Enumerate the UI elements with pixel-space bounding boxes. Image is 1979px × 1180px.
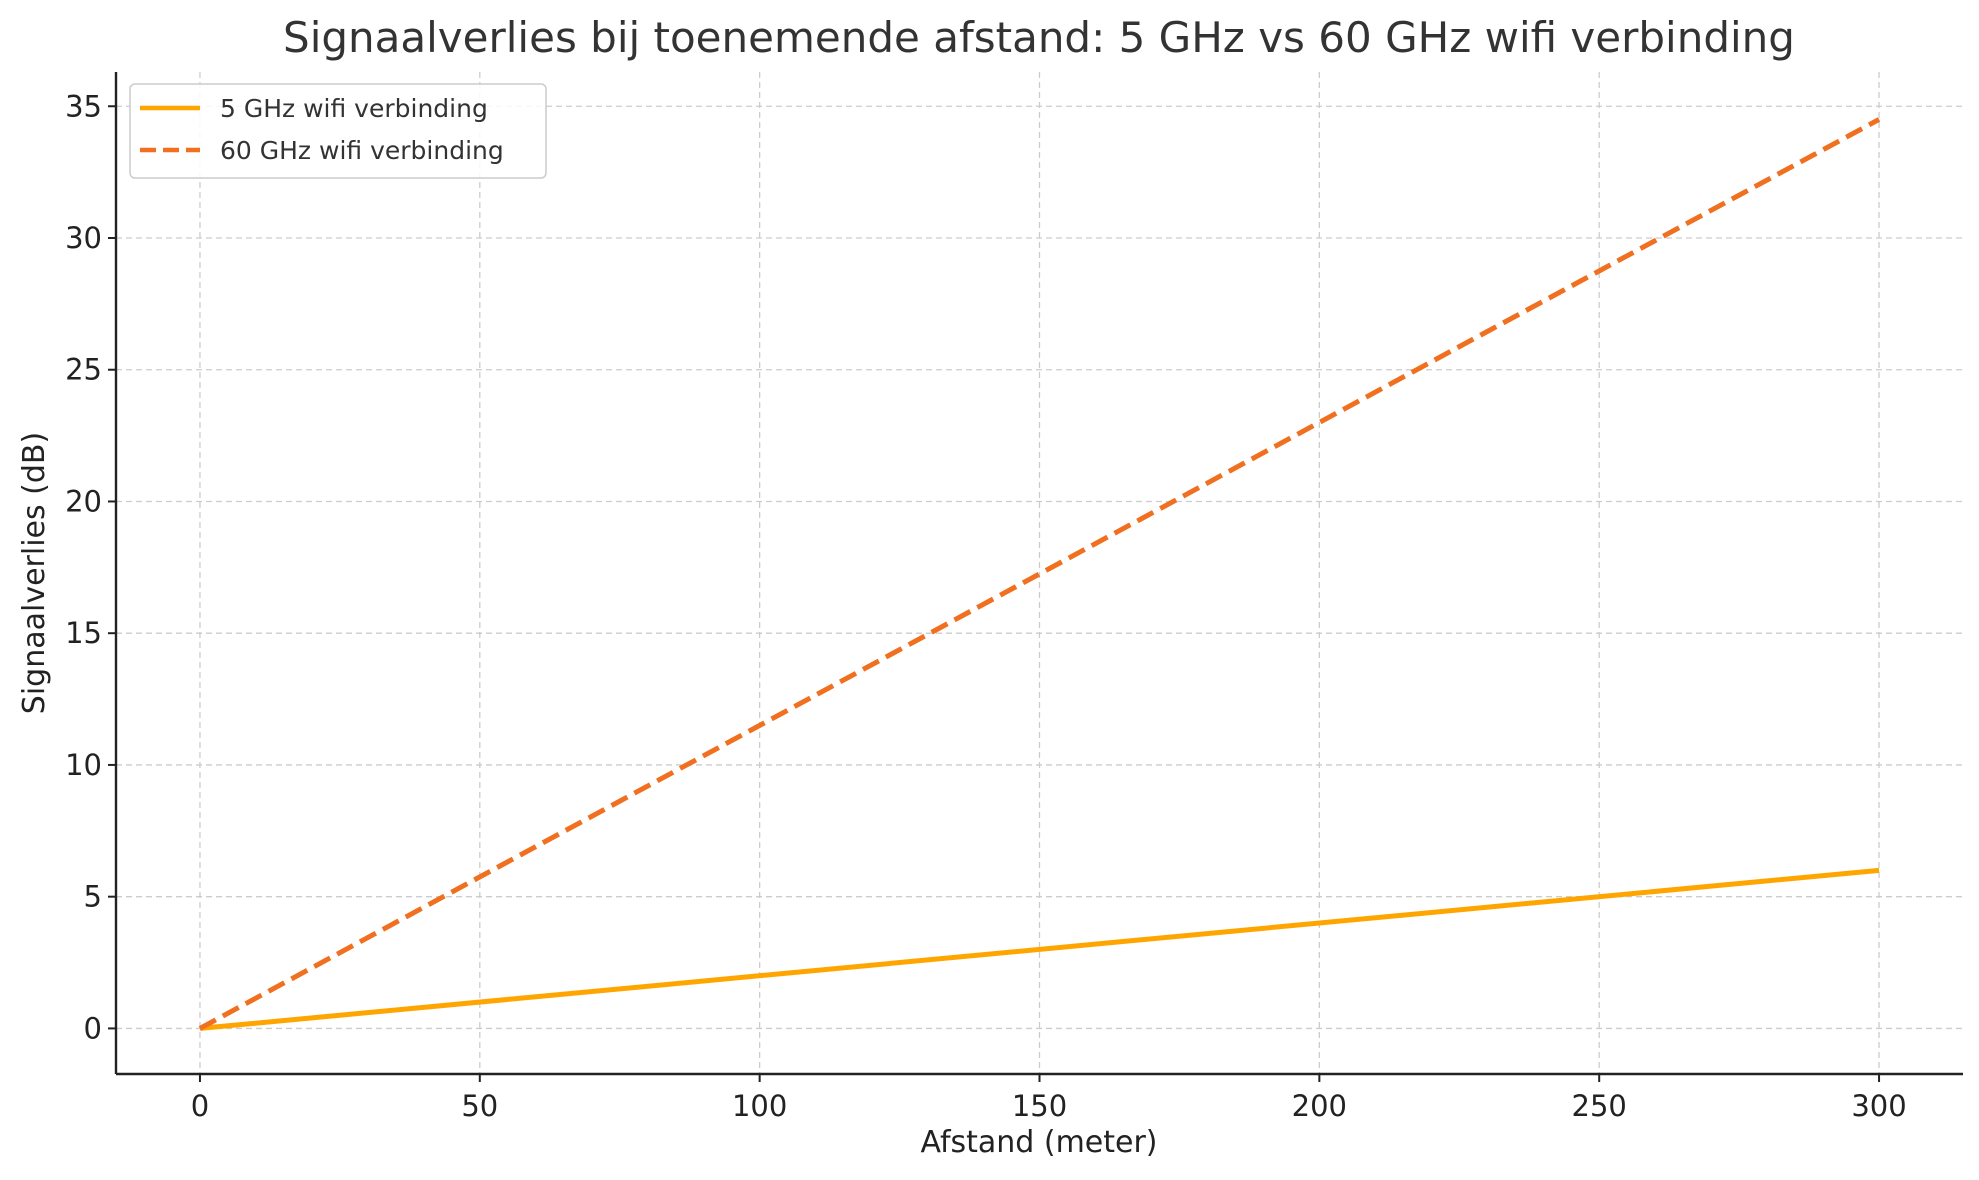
y-tick-label: 30 [65, 221, 102, 255]
x-tick-label: 0 [191, 1089, 209, 1123]
legend-label-5ghz: 5 GHz wifi verbinding [220, 94, 488, 123]
ticks: 0 50 100 150 200 250 300 0 5 10 15 20 25 30 35 [65, 89, 1907, 1123]
x-tick-label: 100 [732, 1089, 787, 1123]
y-axis-label: Signaalverlies (dB) [17, 432, 52, 714]
legend-label-60ghz: 60 GHz wifi verbinding [220, 136, 504, 165]
y-tick-label: 25 [65, 353, 102, 387]
chart-title: Signaalverlies bij toenemende afstand: 5… [283, 13, 1795, 62]
x-axis-label: Afstand (meter) [920, 1125, 1157, 1160]
series-line-60ghz [198, 117, 1881, 1031]
y-tick-label: 0 [84, 1011, 102, 1045]
y-tick-label: 10 [65, 748, 102, 782]
series-line-5ghz [199, 867, 1880, 1031]
y-tick-label: 20 [65, 484, 102, 518]
x-tick-label: 200 [1292, 1089, 1347, 1123]
legend-box [129, 83, 547, 179]
x-tick-label: 300 [1851, 1089, 1906, 1123]
x-tick-label: 150 [1012, 1089, 1067, 1123]
x-tick-label: 250 [1572, 1089, 1627, 1123]
y-tick-label: 35 [65, 89, 102, 123]
legend: 5 GHz wifi verbinding 60 GHz wifi verbin… [129, 83, 547, 179]
grid [116, 72, 1963, 1074]
series [198, 117, 1881, 1031]
y-tick-label: 15 [65, 616, 102, 650]
y-tick-label: 5 [84, 880, 102, 914]
x-tick-label: 50 [461, 1089, 498, 1123]
